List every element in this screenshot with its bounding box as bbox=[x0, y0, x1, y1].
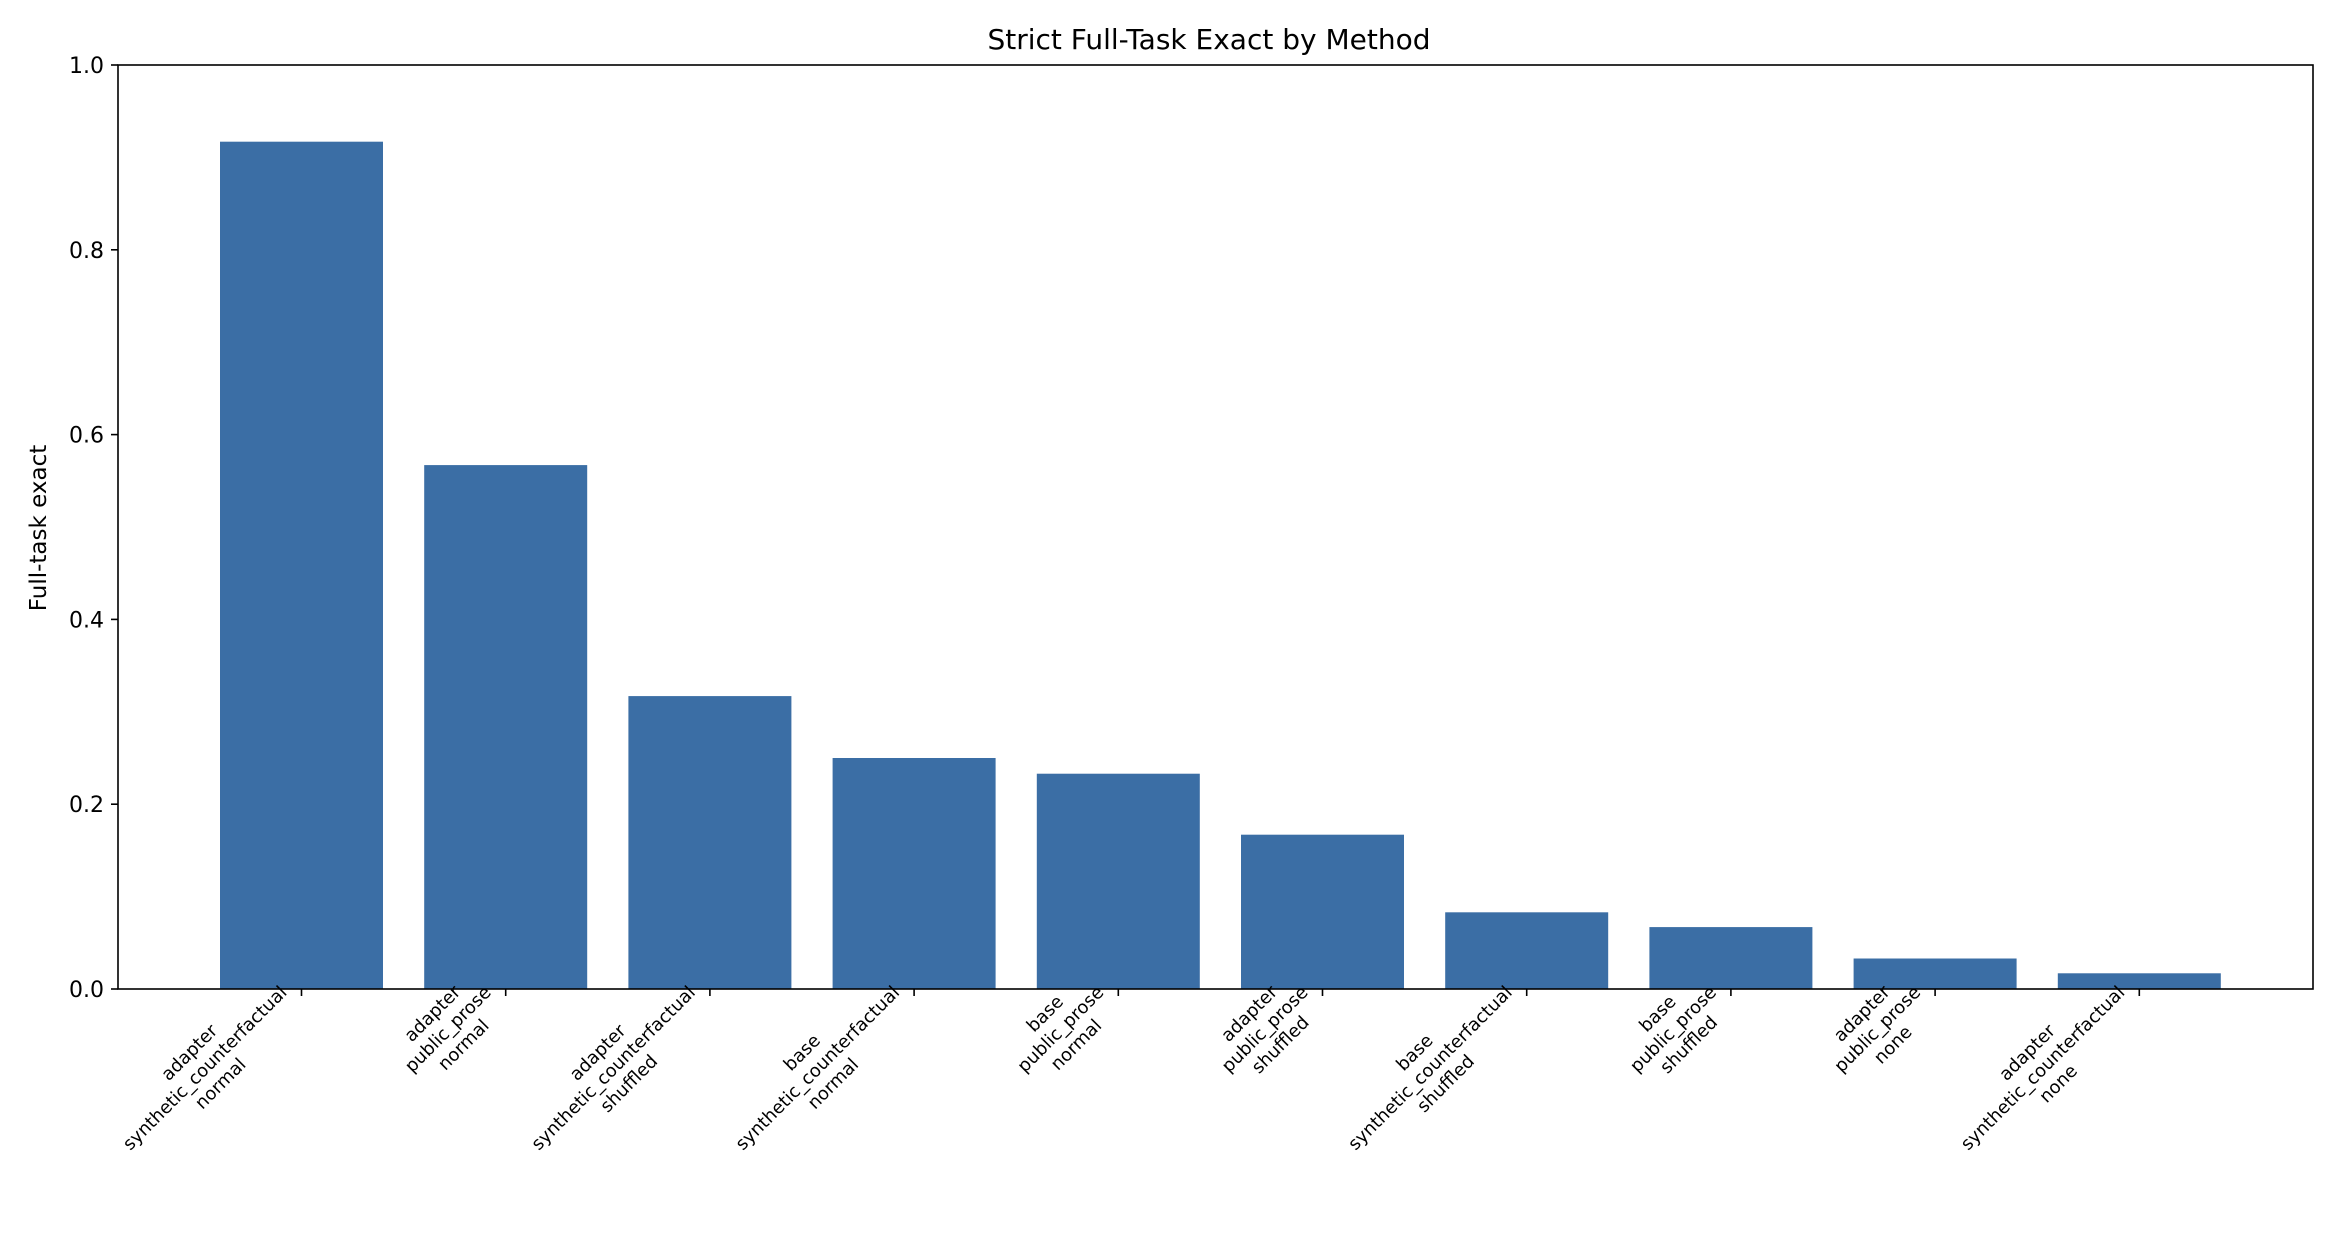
x-tick-label-line: synthetic_counterfactual bbox=[732, 982, 905, 1155]
bar-3 bbox=[628, 696, 792, 989]
y-axis-label: Full-task exact bbox=[26, 445, 52, 611]
y-tick-label: 0.8 bbox=[69, 239, 104, 264]
plot-frame bbox=[117, 64, 2314, 990]
y-tick-label: 0.2 bbox=[69, 793, 104, 818]
bar-4 bbox=[832, 758, 996, 989]
bar-10 bbox=[2057, 973, 2221, 989]
bar-1 bbox=[220, 141, 383, 989]
bar-6 bbox=[1241, 834, 1404, 989]
bar-9 bbox=[1853, 958, 2017, 989]
y-axis: 0.0 0.2 0.4 0.6 0.8 1.0 bbox=[69, 54, 118, 1003]
chart-title: Strict Full-Task Exact by Method bbox=[987, 23, 1430, 56]
x-tick-label-line: synthetic_counterfactual bbox=[1344, 982, 1517, 1155]
y-tick-label: 0.0 bbox=[69, 978, 104, 1003]
y-tick-label: 1.0 bbox=[69, 54, 104, 79]
bar-2 bbox=[424, 465, 588, 989]
bars bbox=[220, 141, 2221, 989]
bar-7 bbox=[1445, 912, 1609, 989]
x-tick-label-line: synthetic_counterfactual bbox=[1957, 982, 2130, 1155]
bar-5 bbox=[1036, 773, 1200, 989]
bar-8 bbox=[1649, 927, 1813, 989]
y-tick-label: 0.6 bbox=[69, 424, 104, 449]
x-tick-label-line: synthetic_counterfactual bbox=[119, 982, 292, 1155]
x-tick-label-line: synthetic_counterfactual bbox=[527, 982, 700, 1155]
y-tick-label: 0.4 bbox=[69, 608, 104, 633]
